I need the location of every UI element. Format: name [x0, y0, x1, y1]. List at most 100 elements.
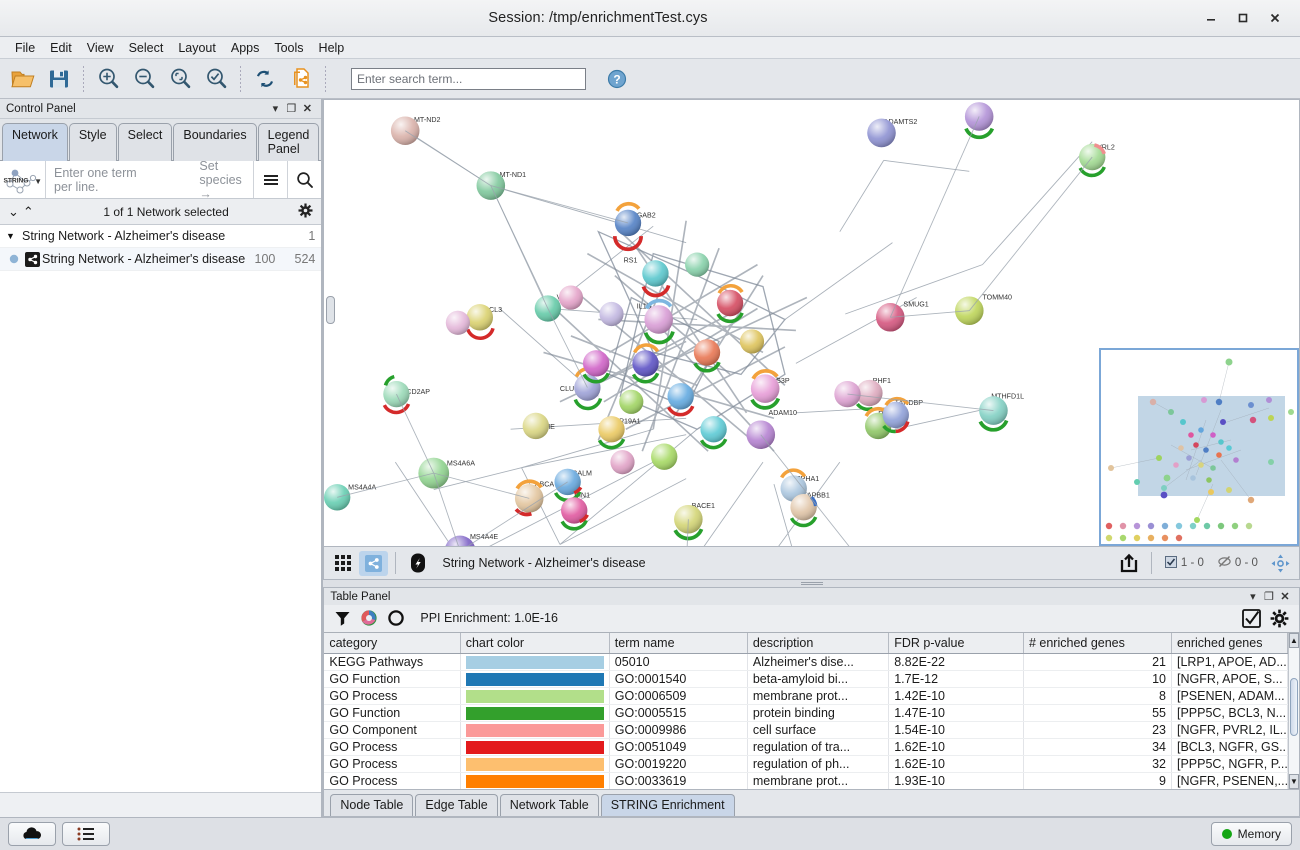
- scrollbar-thumb[interactable]: [1289, 677, 1298, 736]
- set-species-link[interactable]: Set species →: [199, 158, 242, 201]
- table-row[interactable]: GO Function GO:0001540 beta-amyloid bi... 1…: [324, 670, 1288, 689]
- color-swatch: [465, 774, 604, 788]
- network-tree-root[interactable]: ▼ String Network - Alzheimer's disease 1: [0, 225, 322, 248]
- tab-network-table[interactable]: Network Table: [499, 794, 599, 816]
- ring-chart-icon[interactable]: [387, 609, 405, 627]
- checked-box-icon[interactable]: [1242, 609, 1261, 628]
- table-panel-header: Table Panel ▾ ❐ ✕: [324, 588, 1299, 605]
- table-row[interactable]: GO Process GO:0051049 regulation of tra...…: [324, 738, 1288, 757]
- filter-funnel-icon[interactable]: [334, 610, 351, 627]
- zoom-out-icon[interactable]: [127, 63, 161, 95]
- share-document-icon[interactable]: [284, 63, 318, 95]
- col-description[interactable]: description: [747, 632, 890, 655]
- string-term-input[interactable]: Enter one term per line. Set species →: [46, 158, 253, 201]
- gear-icon[interactable]: [298, 203, 313, 221]
- network-overview-panel[interactable]: [1098, 348, 1299, 546]
- control-panel-dropdown-icon[interactable]: ▾: [272, 103, 279, 115]
- table-row[interactable]: GO Process GO:0033619 membrane prot... 1.93…: [324, 772, 1288, 789]
- menu-tools[interactable]: Tools: [274, 40, 304, 55]
- menu-apps[interactable]: Apps: [230, 40, 260, 55]
- table-row[interactable]: GO Function GO:0005515 protein binding 1.47…: [324, 704, 1288, 723]
- expand-triangle-icon[interactable]: ▼: [6, 231, 15, 241]
- table-panel-float-icon[interactable]: ❐: [1263, 591, 1274, 603]
- network-view-toolbar: String Network - Alzheimer's disease: [323, 547, 1300, 580]
- cell-chart-color: [460, 721, 610, 740]
- gear-icon[interactable]: [1270, 609, 1289, 628]
- export-icon[interactable]: [1115, 551, 1144, 576]
- tab-legend-panel[interactable]: Legend Panel: [257, 123, 320, 161]
- col-term-name[interactable]: term name: [609, 632, 748, 655]
- cell-description: membrane prot...: [747, 687, 890, 706]
- col-chart-color[interactable]: chart color: [460, 632, 610, 655]
- table-row[interactable]: GO Component GO:0009986 cell surface 1.54E-…: [324, 721, 1288, 740]
- col-enriched-genes[interactable]: enriched genes: [1171, 632, 1288, 655]
- table-panel: Table Panel ▾ ❐ ✕: [323, 587, 1300, 817]
- collapse-all-icon[interactable]: ⌄: [8, 203, 19, 219]
- selected-edges-counter[interactable]: 0 - 0: [1212, 555, 1264, 571]
- search-input[interactable]: Enter search term...: [351, 67, 586, 90]
- menu-select[interactable]: Select: [128, 40, 164, 55]
- table-row[interactable]: GO Process GO:0006509 membrane prot... 1.42…: [324, 687, 1288, 706]
- minimize-button[interactable]: [1196, 5, 1226, 31]
- table-panel-dropdown-icon[interactable]: ▾: [1250, 591, 1256, 603]
- hamburger-icon[interactable]: [253, 161, 287, 198]
- control-panel-float-icon[interactable]: ❐: [286, 103, 297, 115]
- scroll-up-arrow-icon[interactable]: ▲: [1288, 632, 1299, 648]
- table-row[interactable]: GO Process GO:0019220 regulation of ph... 1…: [324, 755, 1288, 774]
- cell-enriched-genes: [LRP1, APOE, AD...: [1171, 653, 1288, 672]
- tab-node-table[interactable]: Node Table: [330, 794, 414, 816]
- tab-edge-table[interactable]: Edge Table: [415, 794, 498, 816]
- control-panel-tabs: Network Style Select Boundaries Legend P…: [0, 119, 322, 161]
- control-panel-title: Control Panel: [6, 102, 76, 115]
- expand-all-icon[interactable]: ⌃: [22, 203, 34, 219]
- menu-file[interactable]: File: [15, 40, 36, 55]
- maximize-button[interactable]: [1228, 5, 1258, 31]
- menu-layout[interactable]: Layout: [178, 40, 216, 55]
- cell-enriched-genes: [BCL3, NGFR, GS...: [1171, 738, 1288, 757]
- col-fdr-pvalue[interactable]: FDR p-value: [888, 632, 1024, 655]
- scrollbar-track[interactable]: [1288, 647, 1299, 774]
- table-panel-title: Table Panel: [330, 590, 391, 603]
- table-vertical-scrollbar[interactable]: ▲ ▼: [1287, 632, 1299, 789]
- zoom-in-icon[interactable]: [91, 63, 125, 95]
- table-panel-close-icon[interactable]: ✕: [1280, 591, 1290, 603]
- menu-edit[interactable]: Edit: [50, 40, 72, 55]
- col-category[interactable]: category: [324, 632, 461, 655]
- string-dropdown-caret-icon[interactable]: ▼: [34, 177, 42, 186]
- network-tree-item[interactable]: String Network - Alzheimer's disease 100…: [0, 248, 322, 271]
- share-network-icon[interactable]: [359, 550, 389, 576]
- help-icon[interactable]: ?: [600, 63, 634, 95]
- open-folder-icon[interactable]: [6, 63, 40, 95]
- table-row[interactable]: KEGG Pathways 05010 Alzheimer's dise... 8.8…: [324, 653, 1288, 672]
- tab-string-enrichment[interactable]: STRING Enrichment: [600, 794, 735, 816]
- tab-boundaries[interactable]: Boundaries: [173, 123, 257, 161]
- scroll-down-arrow-icon[interactable]: ▼: [1288, 774, 1299, 789]
- canvas-scrollbar-handle[interactable]: [326, 296, 336, 324]
- tab-select[interactable]: Select: [117, 123, 173, 161]
- close-button[interactable]: [1260, 5, 1290, 31]
- col-enriched-count[interactable]: # enriched genes: [1023, 632, 1172, 655]
- save-icon[interactable]: [42, 63, 76, 95]
- selected-nodes-counter[interactable]: 1 - 0: [1159, 555, 1210, 571]
- grid-layout-icon[interactable]: [328, 551, 357, 576]
- panel-splitter[interactable]: [323, 580, 1300, 587]
- memory-button[interactable]: Memory: [1210, 822, 1292, 846]
- fit-network-icon[interactable]: [163, 63, 197, 95]
- menu-view[interactable]: View: [86, 40, 114, 55]
- task-list-icon[interactable]: [62, 822, 110, 846]
- center-network-icon[interactable]: [1266, 551, 1295, 576]
- string-logo-icon[interactable]: STRING ▼: [0, 161, 46, 198]
- tab-network[interactable]: Network: [2, 123, 68, 161]
- annotation-icon[interactable]: [403, 551, 432, 576]
- search-icon[interactable]: [287, 161, 321, 198]
- cloud-icon[interactable]: [8, 822, 56, 846]
- tab-style[interactable]: Style: [68, 123, 117, 161]
- cell-description: beta-amyloid bi...: [747, 670, 890, 689]
- refresh-icon[interactable]: [248, 63, 282, 95]
- donut-chart-icon[interactable]: [360, 609, 378, 627]
- control-panel-close-icon[interactable]: ✕: [302, 103, 312, 115]
- zoom-selected-icon[interactable]: [199, 63, 233, 95]
- menu-help[interactable]: Help: [318, 40, 345, 55]
